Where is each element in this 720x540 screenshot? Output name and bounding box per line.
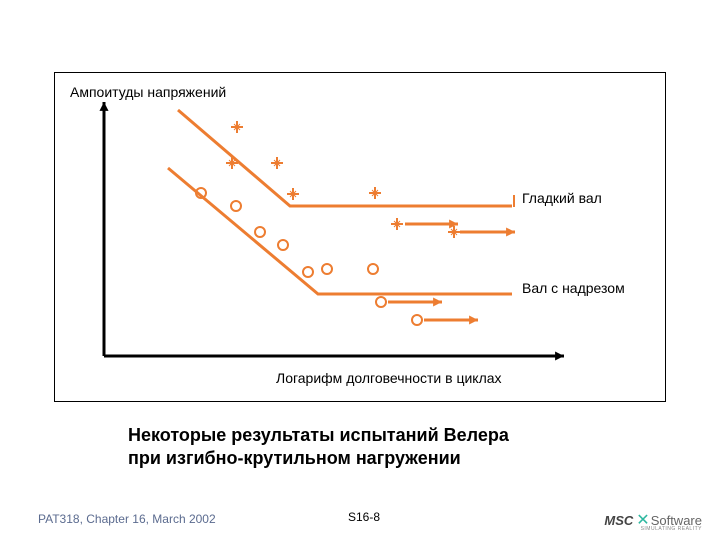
x-axis-label: Логарифм долговечности в циклах (276, 370, 502, 386)
caption: Некоторые результаты испытаний Велера пр… (128, 424, 509, 469)
caption-line2: при изгибно-крутильном нагружении (128, 448, 461, 468)
label-notched-shaft: Вал с надрезом (522, 280, 625, 296)
footer-page-number: S16-8 (348, 510, 380, 524)
y-axis-label: Ампоитуды напряжений (70, 84, 226, 100)
caption-line1: Некоторые результаты испытаний Велера (128, 425, 509, 445)
footer-left: PAT318, Chapter 16, March 2002 (38, 512, 216, 526)
logo-msc: MSC (604, 513, 633, 528)
label-smooth-shaft: Гладкий вал (522, 190, 602, 206)
footer-logo: MSC ✕ Software SIMULATING REALITY (604, 510, 702, 530)
logo-tagline: SIMULATING REALITY (641, 526, 702, 532)
